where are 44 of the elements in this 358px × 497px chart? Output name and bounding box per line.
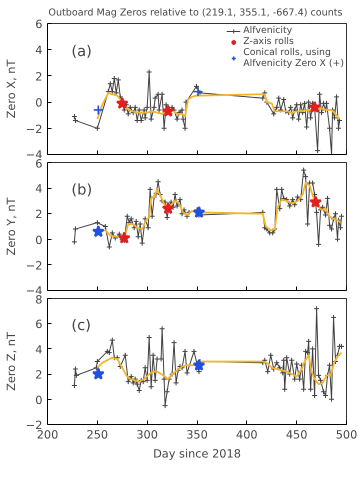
annotation: (b): [71, 181, 92, 198]
x-tick-label: 450: [286, 428, 308, 442]
point: [192, 86, 204, 97]
y-tick-label: 4: [35, 43, 43, 58]
point: [308, 100, 321, 113]
y-tick-label: 2: [35, 368, 43, 382]
annotation: (c): [71, 316, 91, 334]
y-tick-label: 4: [35, 182, 43, 196]
y-tick-label: 0: [35, 232, 43, 247]
x-axis-title: Day since 2018: [153, 446, 241, 460]
x-tick-label: 200: [36, 428, 58, 442]
legend-label: Z-axis rolls: [243, 36, 294, 47]
y-axis-title: Zero Y, nT: [4, 197, 18, 256]
y-axis-title: Zero X, nT: [4, 60, 18, 118]
x-tick-label: 250: [86, 428, 108, 442]
chart-title: Outboard Mag Zeros relative to (219.1, 355.1, -667.4) counts: [48, 8, 343, 18]
y-tick-label: 6: [35, 156, 43, 170]
y-tick-label: 2: [35, 69, 43, 84]
legend-label: Conical rolls, using Alfvenicity Zero X (+): [243, 47, 344, 69]
line-series: [96, 92, 340, 120]
y-tick-label: 0: [35, 392, 43, 407]
y-tick-label: 6: [35, 17, 43, 31]
y-axis-title: Zero Z, nT: [4, 332, 18, 391]
point: [93, 104, 104, 116]
point: [192, 206, 206, 218]
legend-label: Alfvenicity: [243, 25, 292, 36]
point: [116, 96, 129, 109]
y-tick-label: 0: [35, 96, 43, 110]
point: [309, 196, 322, 208]
y-tick-label: 6: [35, 317, 43, 332]
y-tick-label: −2: [26, 258, 43, 272]
x-tick-label: 350: [186, 428, 208, 442]
point: [162, 202, 174, 214]
point: [92, 225, 105, 238]
y-tick-label: 2: [35, 207, 43, 222]
point: [118, 231, 131, 244]
y-tick-label: 8: [35, 292, 43, 306]
x-tick-label: 500: [336, 428, 358, 442]
y-tick-label: 4: [35, 342, 43, 356]
point: [162, 104, 174, 117]
y-tick-label: −2: [26, 122, 43, 136]
x-tick-label: 300: [136, 428, 158, 442]
annotation: (a): [71, 43, 92, 60]
x-tick-label: 400: [236, 428, 258, 442]
